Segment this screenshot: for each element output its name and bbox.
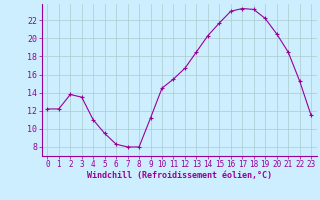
X-axis label: Windchill (Refroidissement éolien,°C): Windchill (Refroidissement éolien,°C) bbox=[87, 171, 272, 180]
